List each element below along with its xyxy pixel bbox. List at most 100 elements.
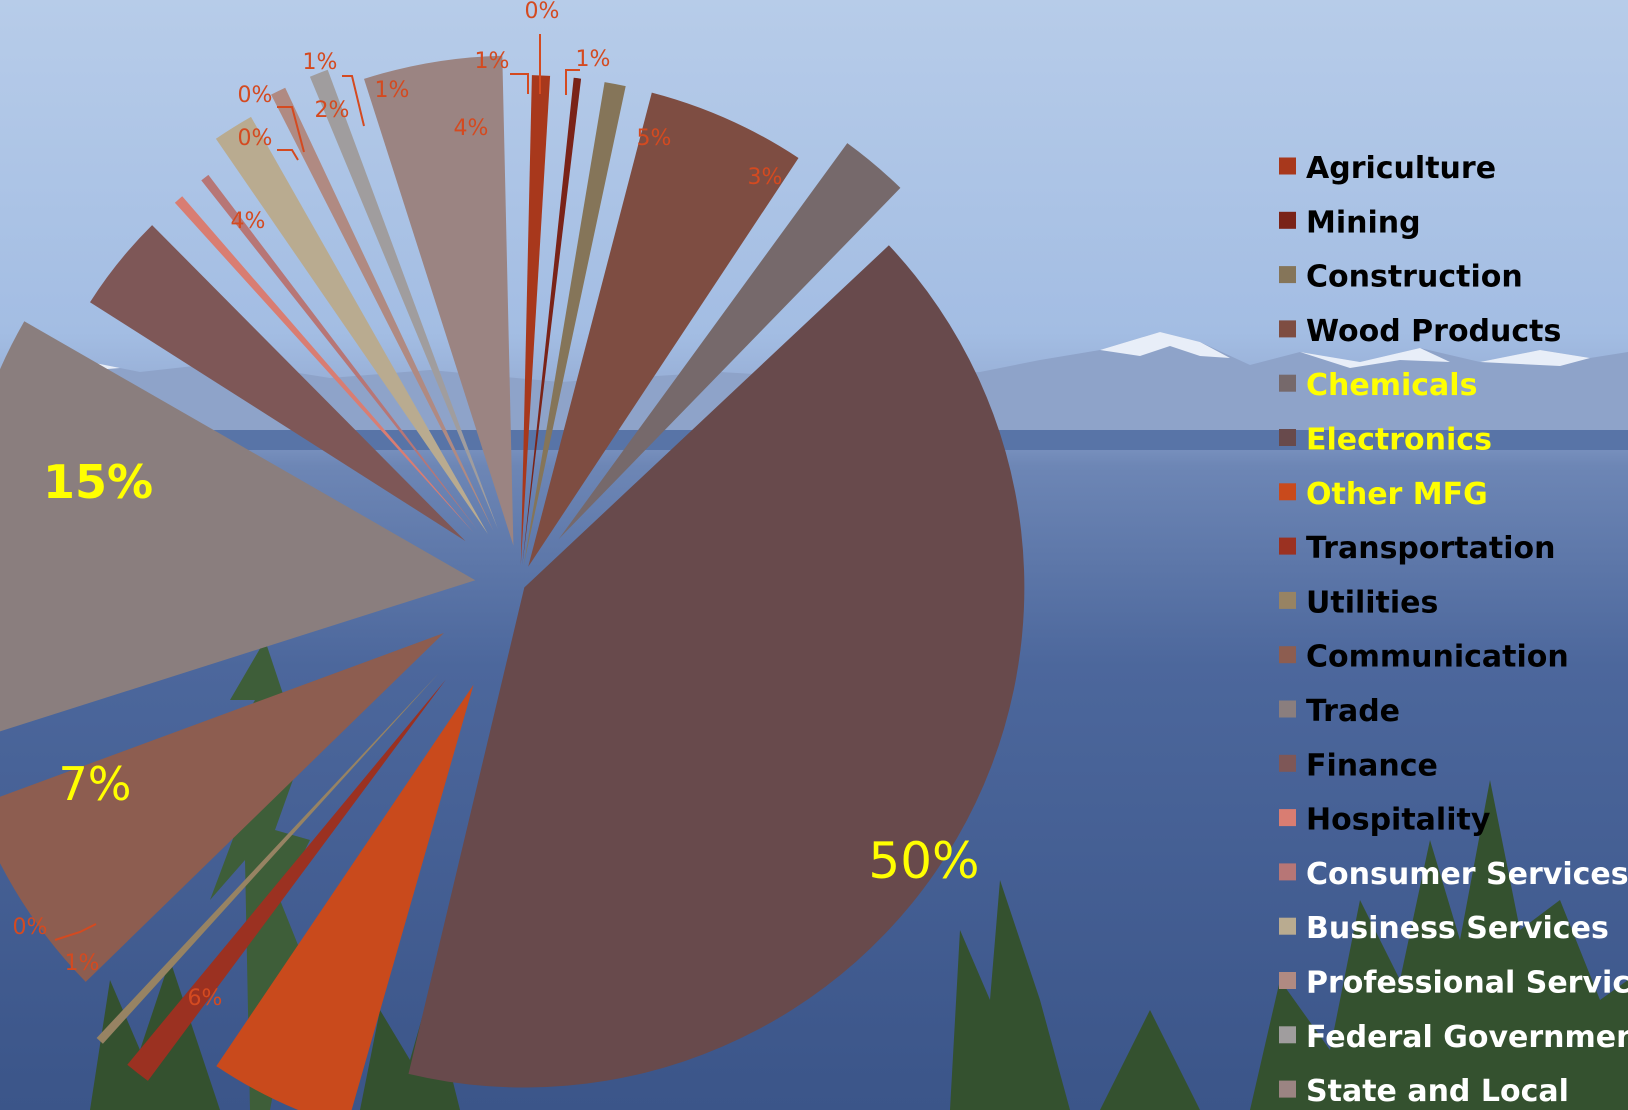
legend-swatch bbox=[1279, 591, 1296, 609]
legend-swatch bbox=[1279, 1026, 1296, 1044]
legend-label: State and Local bbox=[1306, 1074, 1569, 1109]
legend-item-state-and-local: State and Local bbox=[1279, 1074, 1569, 1109]
data-label-other-mfg: 6% bbox=[188, 986, 223, 1011]
legend-item-utilities: Utilities bbox=[1279, 585, 1438, 620]
legend-item-chemicals: Chemicals bbox=[1279, 368, 1477, 403]
legend-swatch bbox=[1279, 429, 1296, 446]
legend-swatch bbox=[1279, 809, 1296, 827]
slice-finance bbox=[90, 225, 466, 542]
slice-agriculture bbox=[520, 75, 551, 565]
legend-swatch bbox=[1279, 863, 1296, 881]
data-label-construction: 1% bbox=[576, 47, 611, 72]
legend-item-business-services: Business Services bbox=[1279, 911, 1609, 946]
slice-transportation bbox=[127, 679, 447, 1081]
legend-label: Hospitality bbox=[1306, 803, 1491, 838]
data-label-communication: 7% bbox=[59, 757, 132, 811]
slice-consumer-services bbox=[201, 174, 478, 530]
data-label-chemicals: 3% bbox=[748, 165, 783, 190]
legend-item-hospitality: Hospitality bbox=[1279, 803, 1491, 838]
legend-label: Wood Products bbox=[1306, 314, 1561, 349]
legend-swatch bbox=[1279, 700, 1296, 718]
data-label-professional-services: 1% bbox=[303, 50, 338, 75]
leader-line-agriculture bbox=[510, 73, 529, 94]
slice-chemicals bbox=[558, 143, 901, 540]
legend-item-finance: Finance bbox=[1279, 748, 1438, 783]
legend-item-federal-government: Federal Government bbox=[1279, 1020, 1628, 1055]
legend-item-electronics: Electronics bbox=[1279, 423, 1492, 458]
slice-state-and-local bbox=[364, 55, 514, 546]
data-label-business-services: 2% bbox=[315, 98, 350, 123]
slice-hospitality bbox=[174, 196, 474, 533]
data-label-consumer-services: 0% bbox=[238, 83, 273, 108]
legend-label: Agriculture bbox=[1306, 151, 1496, 186]
legend-item-other-mfg: Other MFG bbox=[1279, 477, 1488, 512]
legend-swatch bbox=[1279, 266, 1296, 284]
legend-item-mining: Mining bbox=[1279, 205, 1421, 240]
data-label-federal-government: 1% bbox=[375, 78, 410, 103]
data-label-electronics: 50% bbox=[868, 832, 979, 890]
leader-line-utilities bbox=[54, 923, 97, 941]
legend-item-agriculture: Agriculture bbox=[1279, 151, 1496, 186]
legend: Agriculture Mining Construction Wood Produc… bbox=[1279, 151, 1628, 1109]
legend-label: Trade bbox=[1306, 694, 1400, 729]
leader-line-hospitality bbox=[277, 149, 299, 161]
legend-label: Transportation bbox=[1306, 531, 1555, 566]
bottom-trees bbox=[90, 780, 1628, 1110]
legend-swatch bbox=[1279, 157, 1296, 175]
legend-label: Finance bbox=[1306, 748, 1438, 783]
data-labels: 1% 0% 1% 5% 3% 50% 6% 1% 0% 7% 15% 4% 0% 0% 2% 1% 1% 4% bbox=[13, 0, 980, 1011]
slice-utilities bbox=[96, 673, 439, 1044]
legend-item-consumer-services: Consumer Services bbox=[1279, 857, 1628, 892]
legend-label: Communication bbox=[1306, 640, 1569, 675]
legend-label: Electronics bbox=[1306, 423, 1492, 458]
data-label-transportation: 1% bbox=[65, 951, 100, 976]
slice-communication bbox=[0, 633, 444, 982]
legend-item-trade: Trade bbox=[1279, 694, 1400, 729]
legend-label: Construction bbox=[1306, 260, 1523, 295]
legend-label: Mining bbox=[1306, 205, 1421, 240]
data-label-wood-products: 5% bbox=[637, 126, 672, 151]
legend-swatch bbox=[1279, 320, 1296, 338]
legend-swatch bbox=[1279, 1080, 1296, 1098]
legend-swatch bbox=[1279, 537, 1296, 555]
legend-item-wood-products: Wood Products bbox=[1279, 314, 1561, 349]
legend-label: Consumer Services bbox=[1306, 857, 1628, 892]
legend-label: Professional Services bbox=[1306, 966, 1628, 1001]
data-label-mining: 0% bbox=[525, 0, 560, 24]
slice-mining bbox=[522, 77, 582, 566]
legend-item-professional-services: Professional Services bbox=[1279, 966, 1628, 1001]
legend-label: Business Services bbox=[1306, 911, 1609, 946]
legend-item-communication: Communication bbox=[1279, 640, 1569, 675]
legend-swatch bbox=[1279, 483, 1296, 501]
slice-trade bbox=[0, 321, 476, 732]
legend-item-transportation: Transportation bbox=[1279, 531, 1555, 566]
legend-swatch bbox=[1279, 211, 1296, 229]
slice-wood-products bbox=[528, 92, 799, 567]
data-label-hospitality: 0% bbox=[238, 126, 273, 151]
data-label-trade: 15% bbox=[43, 455, 153, 509]
slice-other-mfg bbox=[216, 684, 474, 1110]
legend-swatch bbox=[1279, 646, 1296, 664]
slice-professional-services bbox=[271, 87, 494, 532]
leader-line-construction bbox=[565, 69, 580, 95]
leader-lines bbox=[54, 34, 580, 941]
data-label-state-and-local: 4% bbox=[454, 116, 489, 141]
leader-line-professional-services bbox=[342, 75, 365, 127]
snow-caps bbox=[0, 332, 1590, 372]
legend-label: Other MFG bbox=[1306, 477, 1488, 512]
legend-label: Chemicals bbox=[1306, 368, 1477, 403]
data-label-agriculture: 1% bbox=[475, 49, 510, 74]
legend-swatch bbox=[1279, 972, 1296, 989]
slice-construction bbox=[523, 82, 626, 566]
slice-federal-government bbox=[309, 69, 498, 530]
legend-swatch bbox=[1279, 754, 1296, 772]
data-label-utilities: 0% bbox=[13, 915, 48, 940]
data-label-finance: 4% bbox=[231, 209, 266, 234]
leader-line-consumer-services bbox=[277, 106, 305, 153]
pie-slices bbox=[0, 55, 1025, 1110]
legend-item-construction: Construction bbox=[1279, 260, 1523, 295]
legend-label: Utilities bbox=[1306, 585, 1438, 620]
legend-swatch bbox=[1279, 917, 1296, 935]
slice-electronics bbox=[408, 245, 1025, 1088]
